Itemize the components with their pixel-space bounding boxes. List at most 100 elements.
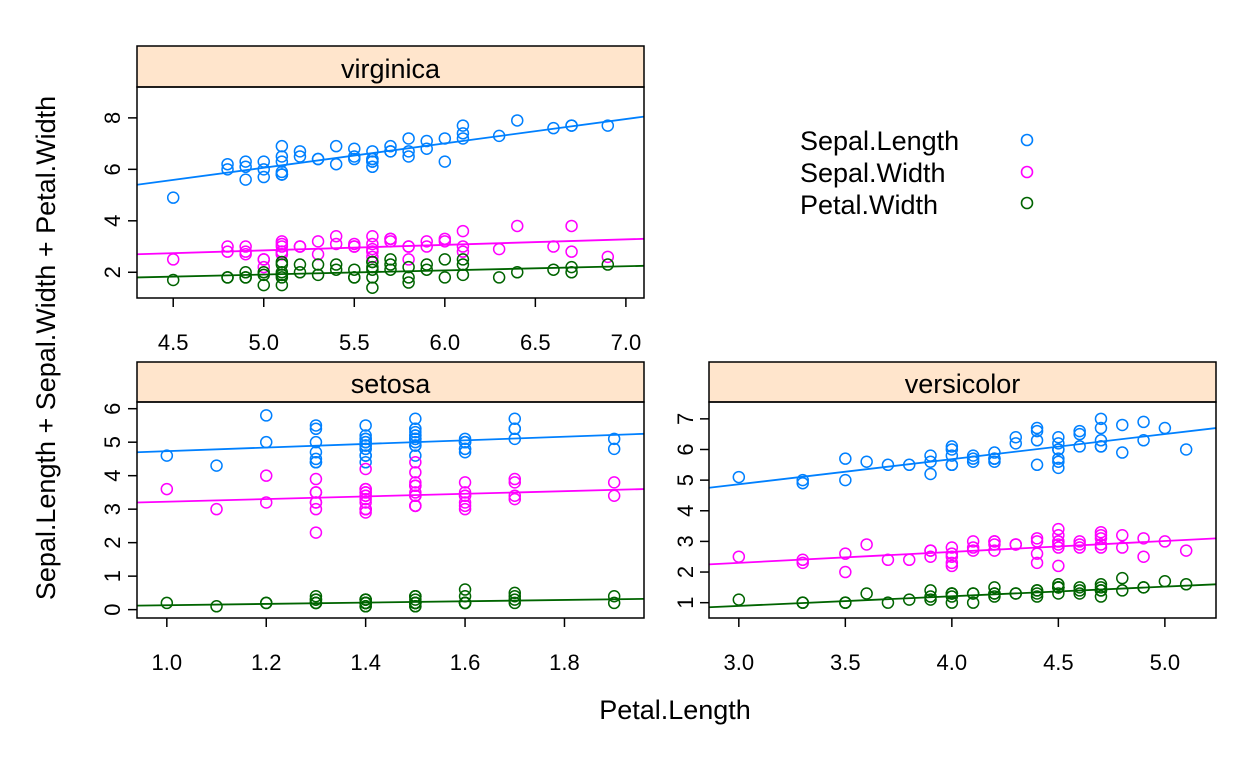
point-sepal-width (384, 232, 397, 246)
series-sepal-width-versicolor (709, 522, 1216, 579)
point-sepal-width (1094, 529, 1108, 542)
point-petal-width (601, 258, 615, 271)
y-tick-label: 6 (100, 403, 125, 415)
point-sepal-length (359, 439, 372, 452)
point-sepal-length (409, 422, 422, 436)
point-sepal-width (359, 506, 372, 519)
point-sepal-length (1030, 434, 1044, 447)
point-sepal-width (860, 538, 873, 551)
point-sepal-width (311, 235, 325, 248)
point-sepal-width (1052, 522, 1065, 536)
point-petal-width (359, 593, 372, 606)
point-sepal-length (309, 445, 323, 459)
point-sepal-length (359, 449, 372, 462)
point-petal-width (239, 266, 252, 279)
point-petal-width (1073, 581, 1086, 594)
point-sepal-length (839, 452, 852, 465)
point-petal-width (348, 263, 361, 276)
point-sepal-width (607, 489, 621, 503)
point-petal-width (210, 600, 223, 613)
point-sepal-length (257, 155, 270, 168)
point-sepal-length (402, 150, 415, 163)
point-sepal-length (988, 446, 1001, 459)
point-sepal-length (366, 145, 379, 158)
point-sepal-width (1179, 544, 1193, 557)
point-sepal-length (275, 168, 289, 181)
point-sepal-length (458, 432, 472, 446)
x-tick-label: 3.5 (830, 650, 861, 675)
point-petal-width (839, 596, 852, 609)
point-sepal-length (1009, 437, 1023, 450)
point-petal-width (1052, 578, 1065, 591)
strip-label-setosa: setosa (351, 369, 432, 399)
point-sepal-length (945, 443, 959, 456)
point-sepal-width (796, 556, 809, 570)
point-sepal-width (409, 456, 422, 469)
point-petal-width (508, 596, 522, 610)
point-sepal-width (239, 240, 252, 253)
x-tick-label: 5.5 (339, 330, 370, 355)
point-sepal-width (1137, 532, 1150, 545)
point-sepal-length (1052, 430, 1065, 444)
point-petal-width (329, 263, 343, 276)
point-sepal-width (348, 237, 361, 251)
point-sepal-width (1052, 538, 1065, 551)
point-sepal-length (1073, 427, 1086, 441)
point-sepal-width (239, 248, 252, 261)
point-sepal-width (458, 499, 472, 513)
point-sepal-width (456, 240, 470, 253)
point-petal-width (1179, 578, 1193, 591)
point-sepal-width (311, 248, 325, 261)
point-petal-width (547, 263, 560, 276)
point-petal-width (160, 596, 174, 610)
point-petal-width (293, 266, 307, 279)
point-sepal-length (309, 435, 323, 449)
point-sepal-width (966, 535, 980, 548)
point-petal-width (492, 271, 506, 284)
point-sepal-length (1052, 452, 1065, 465)
point-sepal-length (1137, 434, 1150, 447)
series-sepal-length-virginica (137, 114, 644, 204)
point-sepal-width (309, 526, 323, 539)
x-tick-label: 5.0 (1150, 650, 1181, 675)
point-petal-width (945, 587, 959, 600)
x-tick-label: 1.8 (549, 650, 580, 675)
point-sepal-width (508, 476, 522, 489)
point-petal-width (1052, 587, 1065, 600)
fit-line-sepal-length (137, 115, 644, 186)
point-sepal-width (565, 245, 578, 258)
x-tick-label: 6.0 (430, 330, 461, 355)
point-petal-width (607, 596, 621, 610)
point-sepal-length (275, 165, 289, 179)
point-sepal-length (160, 449, 174, 462)
point-sepal-length (329, 157, 343, 171)
point-sepal-length (275, 139, 289, 153)
point-petal-width (1052, 581, 1065, 594)
point-petal-width (1094, 590, 1108, 603)
point-sepal-width (1052, 559, 1065, 573)
point-sepal-width (409, 499, 422, 513)
point-sepal-length (1094, 421, 1108, 435)
point-petal-width (384, 258, 397, 271)
point-petal-width (348, 271, 361, 284)
point-sepal-width (492, 242, 506, 256)
point-sepal-width (508, 492, 522, 506)
point-sepal-length (329, 139, 343, 153)
legend-label-sepal-length: Sepal.Length (800, 126, 959, 156)
point-petal-width (456, 268, 470, 282)
legend: Sepal.Length Sepal.Width Petal.Width (800, 126, 1034, 220)
point-petal-width (438, 271, 452, 284)
series-sepal-width-virginica (137, 219, 644, 274)
point-sepal-length (1030, 458, 1044, 472)
point-sepal-width (359, 486, 372, 499)
point-sepal-length (409, 449, 422, 462)
point-sepal-width (456, 224, 470, 238)
point-sepal-length (438, 155, 452, 168)
point-petal-width (275, 271, 289, 284)
point-sepal-length (409, 432, 422, 446)
point-sepal-width (601, 250, 615, 264)
fit-line-sepal-length (137, 432, 644, 454)
point-petal-width (924, 584, 937, 597)
point-sepal-length (259, 409, 273, 422)
y-tick-label: 6 (100, 163, 125, 175)
